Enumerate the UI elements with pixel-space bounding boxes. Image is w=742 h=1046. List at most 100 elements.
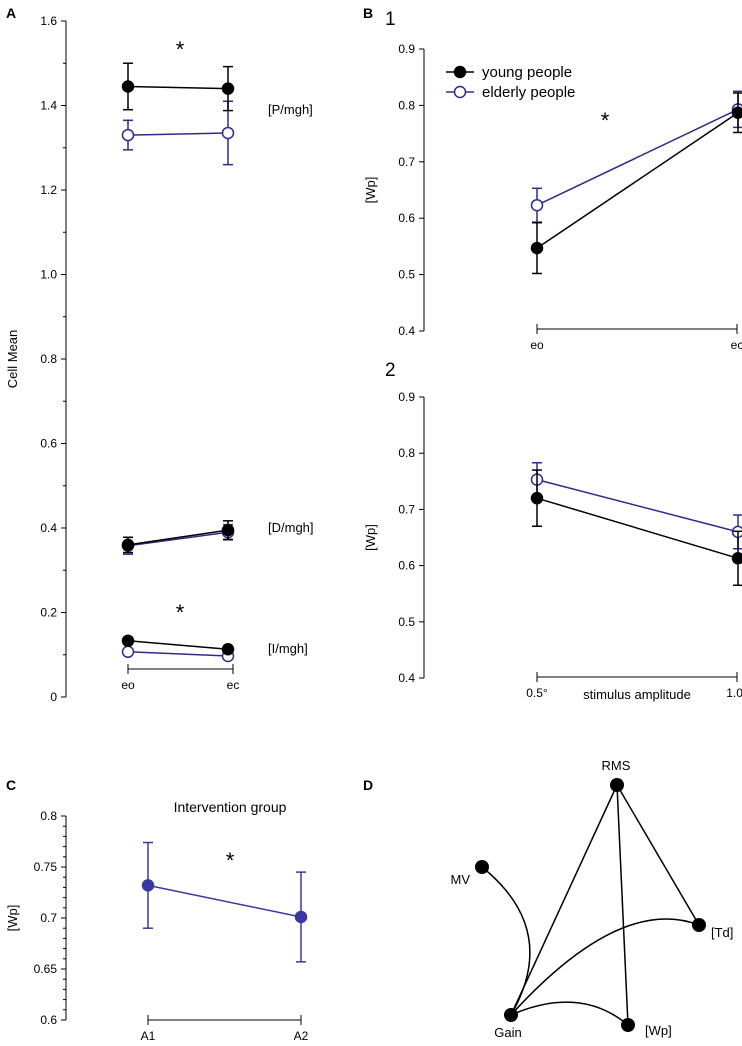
y-tick-label: 0.4 [398,324,415,338]
y-tick-label: 0.4 [398,671,415,685]
network-edge [482,867,530,1015]
network-node-label: Gain [494,1025,521,1040]
data-point [123,646,134,657]
series-line [128,86,228,88]
y-tick-label: 0.6 [40,1013,57,1027]
y-tick-label: 0.6 [40,437,57,451]
network-edge [617,785,699,925]
data-point [532,243,543,254]
network-edge [617,785,628,1025]
data-point [223,525,234,536]
panel-letter-d: D [363,777,373,793]
significance-star: * [226,848,235,873]
legend-marker [455,67,466,78]
y-tick-label: 0 [50,690,57,704]
series-line [537,480,738,532]
y-axis-label: [Wp] [363,177,378,204]
legend-marker [455,87,466,98]
chart-title: Intervention group [174,799,287,815]
group-label: [D/mgh] [268,520,314,535]
x-tick-label: A2 [294,1029,309,1043]
figure: A B C D 00.20.40.60.81.01.21.41.6Cell Me… [0,0,742,1046]
x-axis-label: stimulus amplitude [583,687,691,702]
network-node [504,1008,518,1022]
y-tick-label: 0.4 [40,521,57,535]
y-tick-label: 0.6 [398,559,415,573]
data-point [532,493,543,504]
y-tick-label: 0.65 [34,962,58,976]
x-tick-label: ec [731,338,742,352]
network-node-label: [Wp] [645,1023,672,1038]
data-point [123,635,134,646]
series-line [537,109,738,205]
x-tick-label: A1 [141,1029,156,1043]
y-tick-label: 0.9 [398,390,415,404]
data-point [733,107,742,118]
chart-panel-c: 0.6 0.65 0.7 0.75 0.8 [Wp] A1 A2 Intervention gr… [5,799,309,1043]
y-tick-label: 0.7 [398,502,415,516]
y-tick-label: 1.4 [40,99,57,113]
series-line [148,885,301,917]
network-node [692,918,706,932]
series-line [128,530,228,545]
panel-letter-a: A [6,5,16,21]
series-line [128,652,228,656]
series-line [128,133,228,135]
data-point [223,644,234,655]
y-tick-label: 0.7 [398,155,415,169]
group-label: [I/mgh] [268,641,308,656]
significance-star: * [176,600,185,625]
y-tick-label: 0.6 [398,211,415,225]
y-tick-label: 0.75 [34,860,58,874]
network-edge [511,785,617,1015]
y-axis-label: [Wp] [363,524,378,551]
data-point [733,553,742,564]
x-tick-label: 0.5° [526,686,548,700]
y-tick-label: 1.6 [40,14,57,28]
legend-label: young people [482,64,572,81]
group-label: [P/mgh] [268,102,313,117]
series-line [537,498,738,558]
data-point [296,911,307,922]
y-tick-label: 0.7 [40,911,57,925]
y-tick-label: 0.9 [398,42,415,56]
network-node [475,860,489,874]
significance-star: * [176,37,185,62]
panel-letter-b: B [363,5,373,21]
y-tick-label: 0.8 [398,446,415,460]
network-edge [511,919,699,1015]
data-point [223,83,234,94]
y-tick-label: 0.8 [40,809,57,823]
y-tick-label: 0.8 [398,98,415,112]
data-point [123,539,134,550]
network-node [621,1018,635,1032]
y-tick-label: 0.8 [40,352,57,366]
y-tick-label: 1.2 [40,183,57,197]
y-tick-label: 0.2 [40,606,57,620]
y-tick-label: 0.5 [398,615,415,629]
data-point [123,130,134,141]
chart-panel-b1: 0.4 0.5 0.6 0.7 0.8 0.9 [Wp] eo ec 1 * young people… [363,9,742,352]
legend: young people elderly people [446,64,575,101]
subpanel-number: 2 [385,360,396,381]
network-node-label: MV [451,872,471,887]
x-tick-label: eo [121,678,135,692]
y-tick-label: 0.5 [398,268,415,282]
data-point [123,81,134,92]
subpanel-number: 1 [385,9,396,30]
chart-panel-b2: 0.4 0.5 0.6 0.7 0.8 0.9 [Wp] 0.5° 1.0° stimulus a… [363,360,742,702]
network-edge [511,1002,628,1025]
series-line [537,113,738,248]
panel-letter-c: C [6,777,16,793]
network-node-label: RMS [602,758,631,773]
data-point [532,200,543,211]
y-tick-label: 1.0 [40,268,57,282]
network-node-label: [Td] [711,925,733,940]
x-tick-label: eo [530,338,544,352]
y-axis-label: [Wp] [5,905,20,932]
data-point [223,127,234,138]
chart-panel-a: 0 0.2 0.4 0.6 0.8 1.0 1.2 1.4 1.6 Cell Mean eo ec [P… [5,14,314,704]
x-tick-label: ec [227,678,240,692]
data-point [143,880,154,891]
network-panel-d: RMS MV [Td] Gain [Wp] [451,758,734,1040]
